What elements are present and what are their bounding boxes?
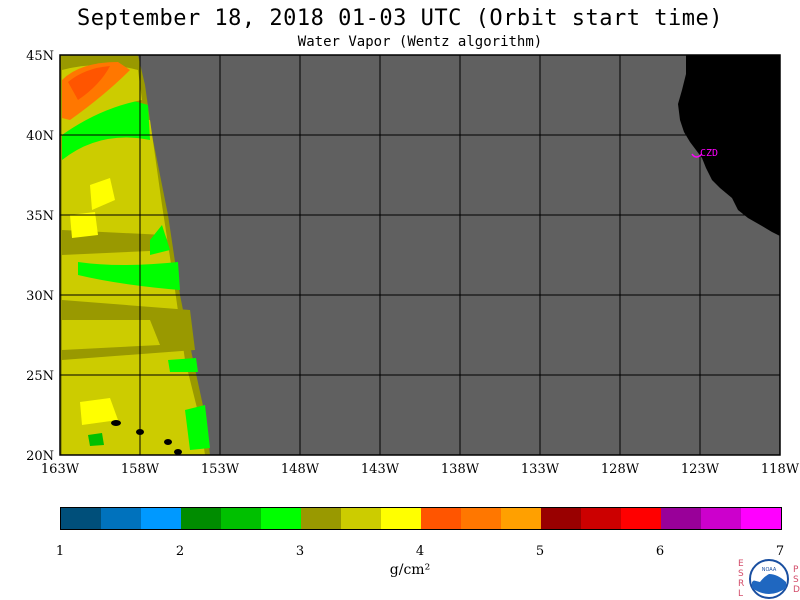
colorbar-tick-label: 5 (535, 544, 545, 559)
logo-letter-psd: D (793, 585, 800, 595)
hawaii-island-4 (174, 449, 182, 455)
hawaii-island-3 (164, 439, 172, 445)
yellow-speck-1 (90, 178, 115, 210)
logo-letter-psd: P (793, 565, 799, 575)
lon-label: 128W (601, 462, 640, 477)
colorbar-swatch (141, 508, 181, 529)
lat-label: 20N (26, 449, 54, 464)
lat-label: 30N (26, 289, 54, 304)
colorbar-swatch (501, 508, 541, 529)
map-frame (59, 54, 781, 456)
colorbar-tick-label: 4 (415, 544, 425, 559)
colorbar-tick-label: 6 (655, 544, 665, 559)
colorbar-tick-label: 1 (55, 544, 65, 559)
logo-letter-esrl: E (738, 559, 744, 569)
south-green-1 (168, 358, 198, 372)
logo-letter-esrl: S (738, 569, 744, 579)
east-green-1 (150, 225, 170, 255)
lon-label: 143W (361, 462, 400, 477)
hawaii-island-1 (111, 420, 121, 426)
colorbar-swatch (541, 508, 581, 529)
yellow-speck-2 (70, 212, 98, 238)
colorbar-swatch (61, 508, 101, 529)
south-yellow (62, 320, 160, 350)
colorbar-swatch (421, 508, 461, 529)
colorbar-swatch (701, 508, 741, 529)
colorbar-swatch (181, 508, 221, 529)
lon-label: 138W (441, 462, 480, 477)
lon-label: 153W (201, 462, 240, 477)
colorbar-swatch (661, 508, 701, 529)
colorbar-swatch (381, 508, 421, 529)
south-bright (80, 398, 118, 425)
noaa-emblem-text: NOAA (762, 567, 777, 573)
colorbar-tick-label: 7 (775, 544, 785, 559)
colorbar-tick-label: 2 (175, 544, 185, 559)
units-label: g/cm² (389, 562, 431, 578)
lon-label: 148W (281, 462, 320, 477)
lon-label: 163W (41, 462, 80, 477)
colorbar-tick-label: 3 (295, 544, 305, 559)
lon-label: 118W (761, 462, 800, 477)
lat-label: 40N (26, 129, 54, 144)
lon-label: 158W (121, 462, 160, 477)
lon-label: 133W (521, 462, 560, 477)
north-america-land (678, 55, 780, 236)
mid-olive (62, 230, 172, 255)
colorbar-swatch (621, 508, 661, 529)
lon-label: 123W (681, 462, 720, 477)
north-deep-orange (68, 66, 110, 100)
logo-letter-psd: S (793, 575, 799, 585)
mid-green-band (78, 262, 180, 290)
colorbar-swatch (261, 508, 301, 529)
station-marker-icon (691, 153, 703, 158)
station-label: CZD (700, 148, 718, 159)
colorbar-swatch (301, 508, 341, 529)
lat-label: 25N (26, 369, 54, 384)
colorbar-swatch (101, 508, 141, 529)
lat-label: 35N (26, 209, 54, 224)
noaa-emblem-icon: NOAA (749, 559, 789, 599)
colorbar-swatch (341, 508, 381, 529)
colorbar-swatch (741, 508, 781, 529)
colorbar-swatch (581, 508, 621, 529)
south-green-2 (185, 405, 210, 450)
map-subtitle: Water Vapor (Wentz algorithm) (297, 34, 543, 50)
colorbar-swatch (221, 508, 261, 529)
colorbar (60, 507, 782, 530)
map-title: September 18, 2018 01-03 UTC (Orbit star… (76, 6, 724, 31)
lat-label: 45N (26, 49, 54, 64)
colorbar-swatch (461, 508, 501, 529)
logo-letter-esrl: R (738, 579, 745, 589)
logo-letter-esrl: L (738, 589, 744, 599)
south-green-3 (88, 433, 104, 446)
